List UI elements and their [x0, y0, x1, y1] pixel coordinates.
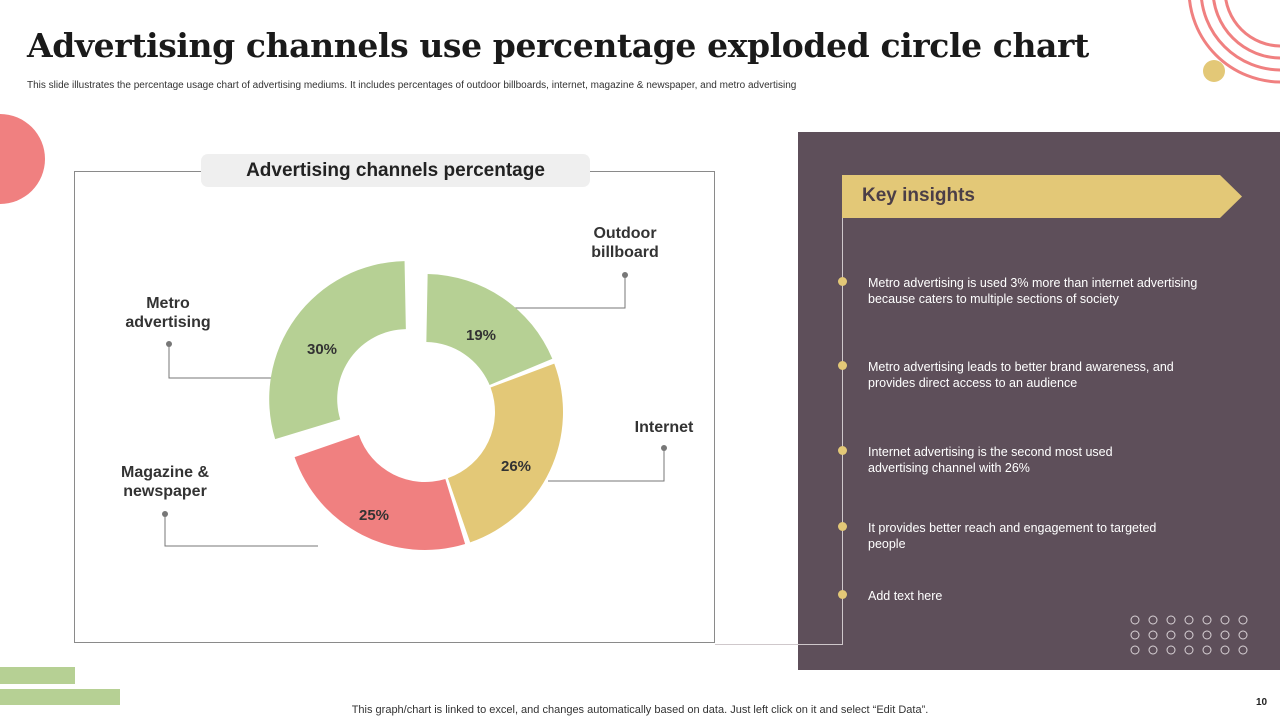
data-label-outdoor-billboard: 19%	[466, 327, 496, 344]
category-label-magazine-newspaper: Magazine & newspaper	[120, 464, 209, 500]
insight-item: It provides better reach and engagement …	[868, 521, 1157, 551]
insight-item: Metro advertising leads to better brand …	[868, 360, 1174, 390]
corner-rings-decoration	[1188, 0, 1280, 84]
footer-note: This graph/chart is linked to excel, and…	[351, 704, 929, 716]
insight-bullet	[838, 522, 847, 531]
leader-dot-internet	[661, 445, 667, 451]
donut-slice-metro-advertising[interactable]	[269, 261, 406, 440]
leader-line-magazine-newspaper	[164, 514, 318, 547]
donut-slice-magazine-newspaper[interactable]	[294, 434, 466, 551]
page-number: 10	[1256, 697, 1268, 708]
green-bar-decoration-2	[0, 689, 120, 705]
slide-title: Advertising channels use percentage expl…	[27, 26, 1089, 65]
data-label-internet: 26%	[501, 458, 531, 475]
leader-line-outdoor-billboard	[506, 275, 626, 309]
data-label-metro-advertising: 30%	[307, 341, 337, 358]
donut-chart[interactable]: 19% 26% 25% 30%	[0, 0, 800, 720]
left-half-circle-decoration	[0, 114, 45, 204]
insight-bullet	[838, 590, 847, 599]
insights-banner	[842, 175, 1242, 218]
chart-title: Advertising channels percentage	[201, 154, 590, 187]
slide-subtitle: This slide illustrates the percentage us…	[27, 80, 797, 91]
dot-grid-decoration	[1130, 615, 1248, 655]
insights-title: Key insights	[862, 185, 975, 206]
insights-timeline-line	[842, 218, 843, 645]
insight-bullet	[838, 446, 847, 455]
category-label-metro-advertising: Metro advertising	[125, 295, 211, 331]
insight-item: Metro advertising is used 3% more than i…	[868, 276, 1198, 306]
category-label-internet: Internet	[634, 419, 694, 436]
leader-dot-outdoor-billboard	[622, 272, 628, 278]
leader-line-metro-advertising	[168, 344, 272, 379]
insight-item: Add text here	[868, 589, 943, 603]
green-bar-decoration-1	[0, 667, 75, 684]
donut-slice-internet[interactable]	[447, 363, 563, 543]
leader-dot-metro-advertising	[166, 341, 172, 347]
donut-slice-outdoor-billboard[interactable]	[426, 274, 553, 385]
insights-panel	[798, 132, 1280, 670]
connector-line	[715, 644, 843, 645]
leader-line-internet	[548, 448, 665, 482]
insight-bullet	[838, 277, 847, 286]
leader-dot-magazine-newspaper	[162, 511, 168, 517]
data-label-magazine-newspaper: 25%	[359, 507, 389, 524]
category-label-outdoor-billboard: Outdoor billboard	[591, 225, 659, 261]
insight-item: Internet advertising is the second most …	[868, 445, 1113, 475]
insight-bullet	[838, 361, 847, 370]
